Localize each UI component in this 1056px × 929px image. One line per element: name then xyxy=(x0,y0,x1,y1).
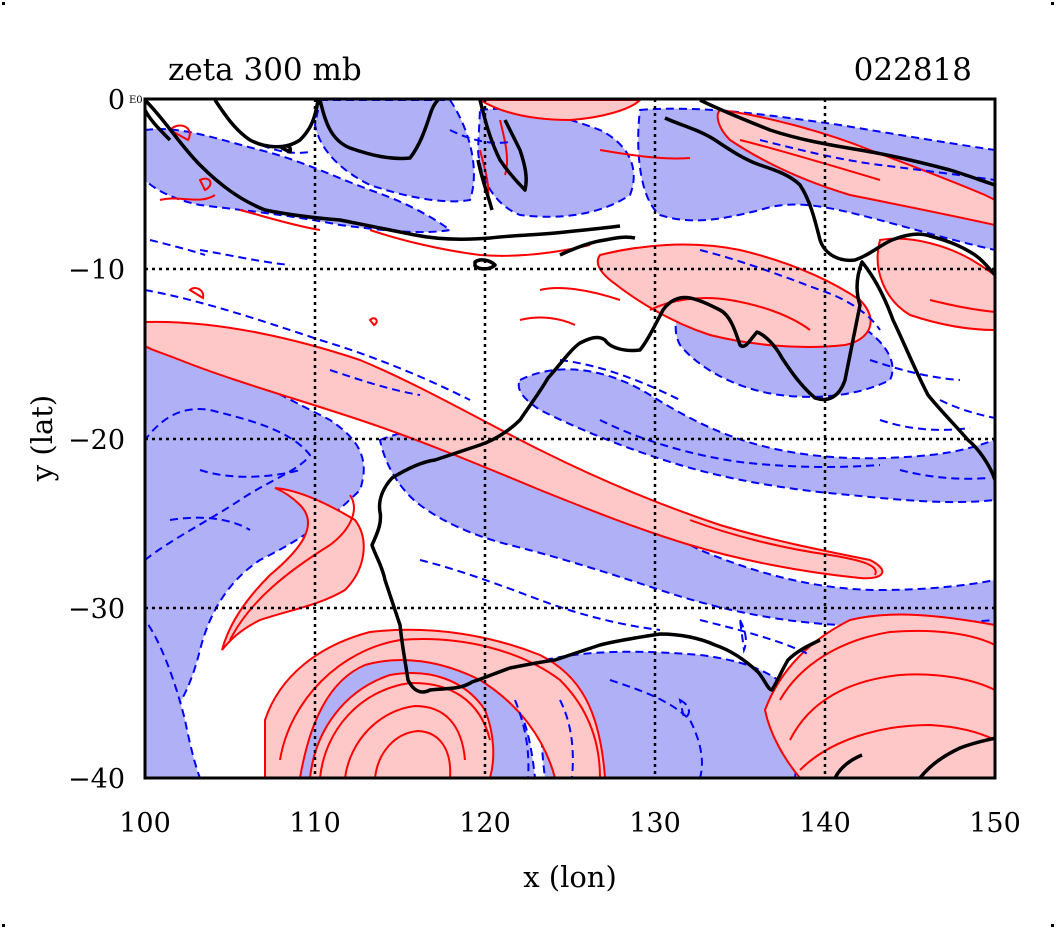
plot-area xyxy=(145,99,995,778)
coast-borneo-east xyxy=(318,99,440,161)
coast-tasmania xyxy=(918,736,995,778)
coast-timor xyxy=(559,235,636,257)
positive-region-png xyxy=(716,108,995,227)
y-tick-label: 0 xyxy=(108,85,125,116)
negative-region-sulawesi xyxy=(476,107,635,218)
grid-lines xyxy=(145,99,995,778)
corner-mark-top-left xyxy=(2,2,5,5)
positive-region-southeast xyxy=(763,613,995,778)
coast-borneo xyxy=(213,99,320,149)
x-axis-label: x (lon) xyxy=(523,860,617,894)
x-tick-labels: 100 110 120 130 140 150 xyxy=(119,808,1021,839)
map-title: zeta 300 mb xyxy=(168,52,362,88)
negative-region-borneo-sea xyxy=(313,99,475,203)
x-tick-label: 100 xyxy=(119,808,171,839)
corner-mark-top-right xyxy=(1051,2,1054,5)
x-tick-label: 110 xyxy=(289,808,341,839)
negative-region-inland xyxy=(517,368,995,504)
coast-australia xyxy=(370,260,995,694)
date-code: 022818 xyxy=(854,52,972,88)
y-tick-label: −30 xyxy=(68,594,125,625)
coast-sulawesi xyxy=(476,99,528,211)
plot-frame xyxy=(143,97,997,780)
y-tick-label: −40 xyxy=(68,764,125,795)
corner-mark-bottom-left xyxy=(2,924,5,927)
negative-region-southwest-corner xyxy=(145,618,202,778)
coast-png-north xyxy=(699,99,995,187)
corner-mark-label: E0 xyxy=(129,95,143,106)
positive-region-north-edge xyxy=(476,99,643,122)
positive-region-southwest-arm xyxy=(221,487,365,651)
coast-java xyxy=(145,99,621,241)
x-tick-label: 120 xyxy=(459,808,511,839)
y-tick-label: −10 xyxy=(68,255,125,286)
x-tick-label: 140 xyxy=(799,808,851,839)
coast-kangaroo xyxy=(833,753,863,778)
coast-png xyxy=(664,116,995,277)
negative-region-maritime-west xyxy=(145,128,453,234)
coastlines xyxy=(145,99,995,778)
y-tick-label: −20 xyxy=(68,425,125,456)
x-tick-label: 130 xyxy=(629,808,681,839)
negative-contour-lines xyxy=(145,129,995,778)
x-tick-label: 150 xyxy=(969,808,1021,839)
corner-mark-bottom-right xyxy=(1051,924,1054,927)
negative-region-southwest xyxy=(145,408,312,562)
positive-region-jet-band xyxy=(145,320,884,580)
coast-small-islands xyxy=(280,144,497,271)
y-tick-labels: 0 −10 −20 −30 −40 xyxy=(68,85,125,795)
y-axis-label: y (lat) xyxy=(25,395,59,482)
